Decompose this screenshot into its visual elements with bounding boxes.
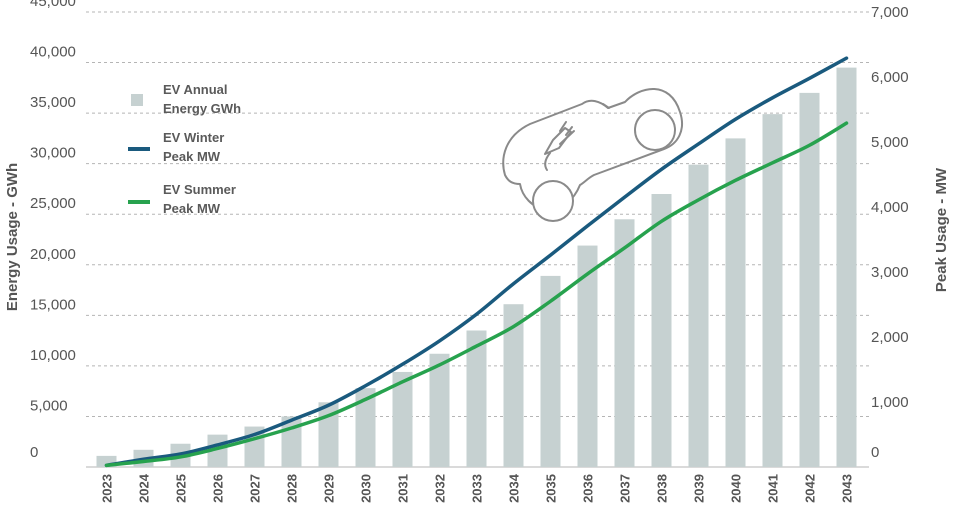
bar xyxy=(466,330,487,467)
bar xyxy=(799,92,820,467)
bar xyxy=(614,219,635,467)
bar xyxy=(725,138,746,467)
right-axis-label: Peak Usage - MW xyxy=(933,167,950,292)
bar xyxy=(540,275,561,467)
left-tick-label: 40,000 xyxy=(30,44,76,61)
x-tick-label: 2027 xyxy=(248,474,263,503)
right-tick-label: 6,000 xyxy=(871,69,909,86)
x-tick-label: 2030 xyxy=(359,474,374,503)
left-tick-label: 10,000 xyxy=(30,347,76,364)
legend-label-summer-line1: EV Summer xyxy=(163,182,236,197)
left-tick-label: 25,000 xyxy=(30,195,76,212)
x-tick-label: 2035 xyxy=(544,474,559,503)
bar xyxy=(503,304,524,467)
bar xyxy=(429,353,450,467)
left-tick-label: 45,000 xyxy=(30,0,76,10)
left-axis-label: Energy Usage - GWh xyxy=(4,163,21,311)
left-tick-label: 20,000 xyxy=(30,246,76,263)
x-tick-label: 2037 xyxy=(618,474,633,503)
left-tick-label: 5,000 xyxy=(30,397,68,414)
left-tick-label: 30,000 xyxy=(30,145,76,162)
right-tick-label: 0 xyxy=(871,444,879,461)
right-tick-label: 5,000 xyxy=(871,134,909,151)
x-axis-ticks: 2023 2024 2025 2026 2027 2028 2029 2030 2031 2032… xyxy=(100,473,855,503)
x-tick-label: 2040 xyxy=(729,474,744,503)
bar xyxy=(96,455,117,467)
x-tick-label: 2034 xyxy=(507,473,522,503)
legend: EV Annual Energy GWh EV Winter Peak MW E… xyxy=(128,82,241,216)
summer-peak-line xyxy=(104,121,849,468)
bars-group xyxy=(96,67,857,467)
right-tick-label: 2,000 xyxy=(871,329,909,346)
left-tick-label: 15,000 xyxy=(30,296,76,313)
right-tick-label: 4,000 xyxy=(871,199,909,216)
right-tick-label: 3,000 xyxy=(871,264,909,281)
bar xyxy=(688,164,709,467)
winter-peak-line xyxy=(104,56,849,468)
x-tick-label: 2031 xyxy=(396,474,411,503)
x-tick-label: 2038 xyxy=(655,474,670,503)
x-tick-label: 2041 xyxy=(766,474,781,503)
legend-label-energy-line2: Energy GWh xyxy=(163,101,241,116)
x-tick-label: 2036 xyxy=(581,474,596,503)
left-axis-ticks: 0 5,000 10,000 15,000 20,000 25,000 30,000 35,0… xyxy=(30,0,76,461)
x-tick-label: 2033 xyxy=(470,474,485,503)
x-tick-label: 2024 xyxy=(137,473,152,503)
bar xyxy=(392,371,413,467)
legend-label-energy-line1: EV Annual xyxy=(163,82,228,97)
x-tick-label: 2032 xyxy=(433,474,448,503)
lines-group xyxy=(104,56,849,468)
x-tick-label: 2039 xyxy=(692,474,707,503)
right-tick-label: 7,000 xyxy=(871,4,909,21)
x-tick-label: 2029 xyxy=(322,474,337,503)
x-tick-label: 2042 xyxy=(803,474,818,503)
bar xyxy=(577,245,598,467)
x-tick-label: 2028 xyxy=(285,474,300,503)
legend-label-summer-line2: Peak MW xyxy=(163,201,221,216)
bar xyxy=(355,388,376,467)
bar xyxy=(762,114,783,467)
x-tick-label: 2023 xyxy=(100,474,115,503)
right-axis-ticks: 0 1,000 2,000 3,000 4,000 5,000 6,000 7,000 xyxy=(871,4,909,461)
x-tick-label: 2025 xyxy=(174,474,189,503)
x-tick-label: 2026 xyxy=(211,474,226,503)
bar xyxy=(836,67,857,467)
left-tick-label: 35,000 xyxy=(30,94,76,111)
electric-car-icon xyxy=(502,88,683,222)
x-tick-label: 2043 xyxy=(840,474,855,503)
bar xyxy=(651,194,672,467)
right-tick-label: 1,000 xyxy=(871,394,909,411)
legend-swatch-energy xyxy=(131,94,143,106)
left-tick-label: 0 xyxy=(30,444,38,461)
legend-label-winter-line1: EV Winter xyxy=(163,130,224,145)
legend-label-winter-line2: Peak MW xyxy=(163,149,221,164)
